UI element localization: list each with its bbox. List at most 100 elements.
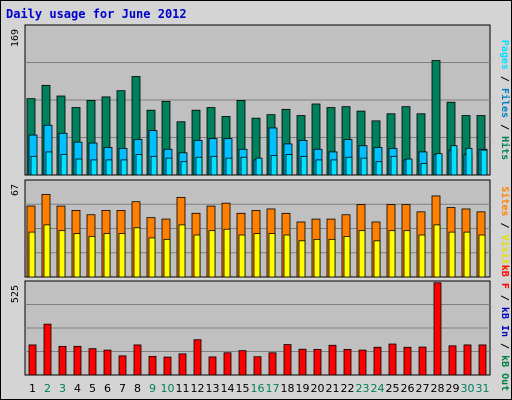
legend-segment: kB Out <box>499 355 510 391</box>
pages-bar <box>285 154 293 176</box>
pages-bar <box>435 153 443 176</box>
visits-bar <box>193 234 201 278</box>
kbytes-bar <box>193 339 202 376</box>
pages-bar <box>465 147 473 176</box>
pages-bar <box>135 154 143 176</box>
day-label: 4 <box>74 382 81 395</box>
visits-bar <box>283 234 291 278</box>
kbytes-bar <box>343 348 352 376</box>
usage-legend: Pages / Files / Hits <box>499 40 511 160</box>
legend-segment: Sites <box>499 186 511 216</box>
kbytes-bar <box>418 346 427 376</box>
pages-bar <box>90 159 98 176</box>
kbytes-bar <box>58 345 67 376</box>
day-label: 5 <box>89 382 96 395</box>
kbytes-bar <box>103 349 112 376</box>
kbytes-ymax-label: 525 <box>10 285 21 303</box>
pages-bar <box>210 155 218 176</box>
visits-bar <box>43 224 51 278</box>
pages-bar <box>225 157 233 176</box>
visits-bar <box>463 231 471 278</box>
sites-legend: Sites / Visits <box>499 186 511 270</box>
chart-title: Daily usage for June 2012 <box>6 7 187 21</box>
visits-bar <box>358 230 366 278</box>
sites-ymax-label: 67 <box>10 184 21 196</box>
pages-bar <box>330 159 338 176</box>
day-label: 8 <box>134 382 141 395</box>
pages-bar <box>240 156 248 176</box>
usage-ymax-label: 169 <box>10 29 21 47</box>
pages-bar <box>60 154 68 176</box>
legend-segment: / <box>499 337 510 355</box>
pages-bar <box>270 155 278 176</box>
day-label: 14 <box>221 382 235 395</box>
day-label: 25 <box>386 382 400 395</box>
day-label: 7 <box>119 382 126 395</box>
visits-bar <box>313 238 321 278</box>
pages-bar <box>120 159 128 176</box>
day-label: 31 <box>476 382 490 395</box>
visits-bar <box>88 236 96 278</box>
kbytes-bar <box>73 345 82 376</box>
pages-bar <box>345 156 353 176</box>
day-label: 12 <box>191 382 205 395</box>
pages-bar <box>405 158 413 176</box>
kbytes-bar <box>118 355 127 376</box>
kbytes-bar <box>373 346 382 376</box>
kbytes-bar <box>283 344 292 376</box>
kbytes-bar <box>223 352 232 376</box>
day-label: 22 <box>341 382 355 395</box>
day-label: 16 <box>251 382 265 395</box>
kbytes-bar <box>238 350 247 376</box>
pages-bar <box>45 151 53 176</box>
visits-bar <box>238 234 246 278</box>
visits-bar <box>208 230 216 278</box>
kbytes-bar <box>148 355 157 376</box>
kbytes-bar <box>88 348 97 376</box>
kbytes-bar <box>208 356 217 376</box>
visits-bar <box>253 233 261 278</box>
pages-bar <box>480 149 488 176</box>
day-label: 30 <box>461 382 475 395</box>
pages-bar <box>105 159 113 176</box>
pages-bar <box>255 157 263 176</box>
legend-segment: / <box>499 289 510 307</box>
day-label: 21 <box>326 382 340 395</box>
kbytes-bar <box>478 344 487 376</box>
visits-bar <box>178 224 186 278</box>
visits-bar <box>58 230 66 278</box>
visits-bar <box>73 233 81 278</box>
legend-segment: / <box>499 216 510 234</box>
pages-bar <box>360 157 368 176</box>
visits-bar <box>223 228 231 278</box>
visits-bar <box>133 227 141 278</box>
visits-bar <box>118 233 126 278</box>
pages-bar <box>315 159 323 176</box>
visits-bar <box>373 240 381 278</box>
kbytes-bar <box>178 353 187 376</box>
kbytes-bar <box>133 344 142 376</box>
visits-bar <box>103 233 111 278</box>
pages-bar <box>450 145 458 176</box>
legend-segment: Files <box>499 88 511 118</box>
visits-bar <box>328 238 336 278</box>
kbytes-bar <box>463 344 472 376</box>
visits-bar <box>298 240 306 278</box>
day-label: 17 <box>266 382 280 395</box>
day-label: 2 <box>44 382 51 395</box>
day-label: 1 <box>29 382 36 395</box>
pages-bar <box>75 158 83 176</box>
day-label: 15 <box>236 382 250 395</box>
visits-bar <box>148 237 156 278</box>
visits-bar <box>433 224 441 278</box>
day-label: 10 <box>161 382 175 395</box>
visits-bar <box>28 231 36 278</box>
visits-bar <box>403 230 411 278</box>
pages-bar <box>420 163 428 176</box>
pages-bar <box>300 155 308 176</box>
day-label: 27 <box>416 382 430 395</box>
legend-segment: Pages <box>499 40 510 70</box>
day-label: 6 <box>104 382 111 395</box>
legend-segment: Visits <box>499 235 511 271</box>
